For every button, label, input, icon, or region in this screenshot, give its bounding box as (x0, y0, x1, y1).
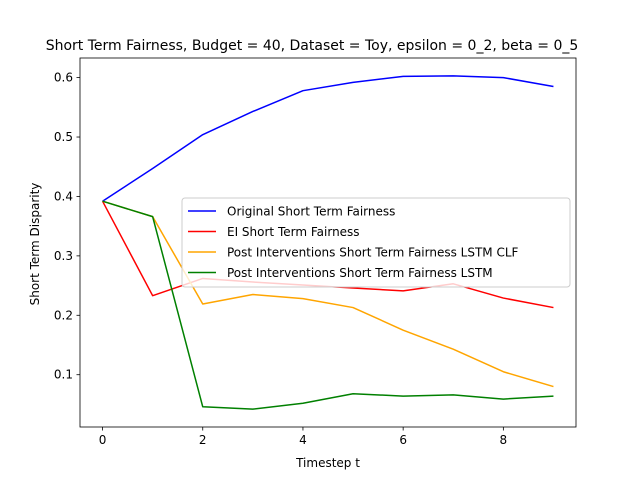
axes-frame (79, 57, 577, 428)
y-tick-label: 0.5 (54, 130, 73, 144)
series-line-3 (102, 200, 554, 388)
y-axis-ticks: 0.1 0.2 0.3 0.4 0.5 0.6 (54, 71, 80, 382)
series-line-4 (102, 200, 554, 410)
x-tick-label: 4 (299, 433, 307, 447)
legend-label: Post Interventions Short Term Fairness L… (227, 266, 493, 280)
y-tick-label: 0.6 (54, 71, 73, 85)
legend-label: EI Short Term Fairness (227, 225, 360, 239)
series-line-1 (102, 75, 554, 202)
x-axis-label: Timestep t (295, 456, 360, 470)
legend-label: Original Short Term Fairness (227, 205, 395, 219)
legend-label: Post Interventions Short Term Fairness L… (227, 246, 519, 260)
chart-title: Short Term Fairness, Budget = 40, Datase… (46, 38, 579, 54)
y-tick-label: 0.1 (54, 368, 73, 382)
y-tick-label: 0.4 (54, 189, 73, 203)
x-tick-label: 2 (199, 433, 207, 447)
x-axis-ticks: 0 2 4 6 8 (99, 427, 507, 447)
y-tick-label: 0.3 (54, 249, 73, 263)
x-tick-label: 8 (500, 433, 508, 447)
y-axis-label: Short Term Disparity (28, 183, 42, 306)
legend: Original Short Term Fairness EI Short Ter… (181, 197, 571, 288)
y-tick-label: 0.2 (54, 308, 73, 322)
x-tick-label: 6 (399, 433, 407, 447)
legend-box (181, 197, 571, 288)
x-tick-label: 0 (99, 433, 107, 447)
